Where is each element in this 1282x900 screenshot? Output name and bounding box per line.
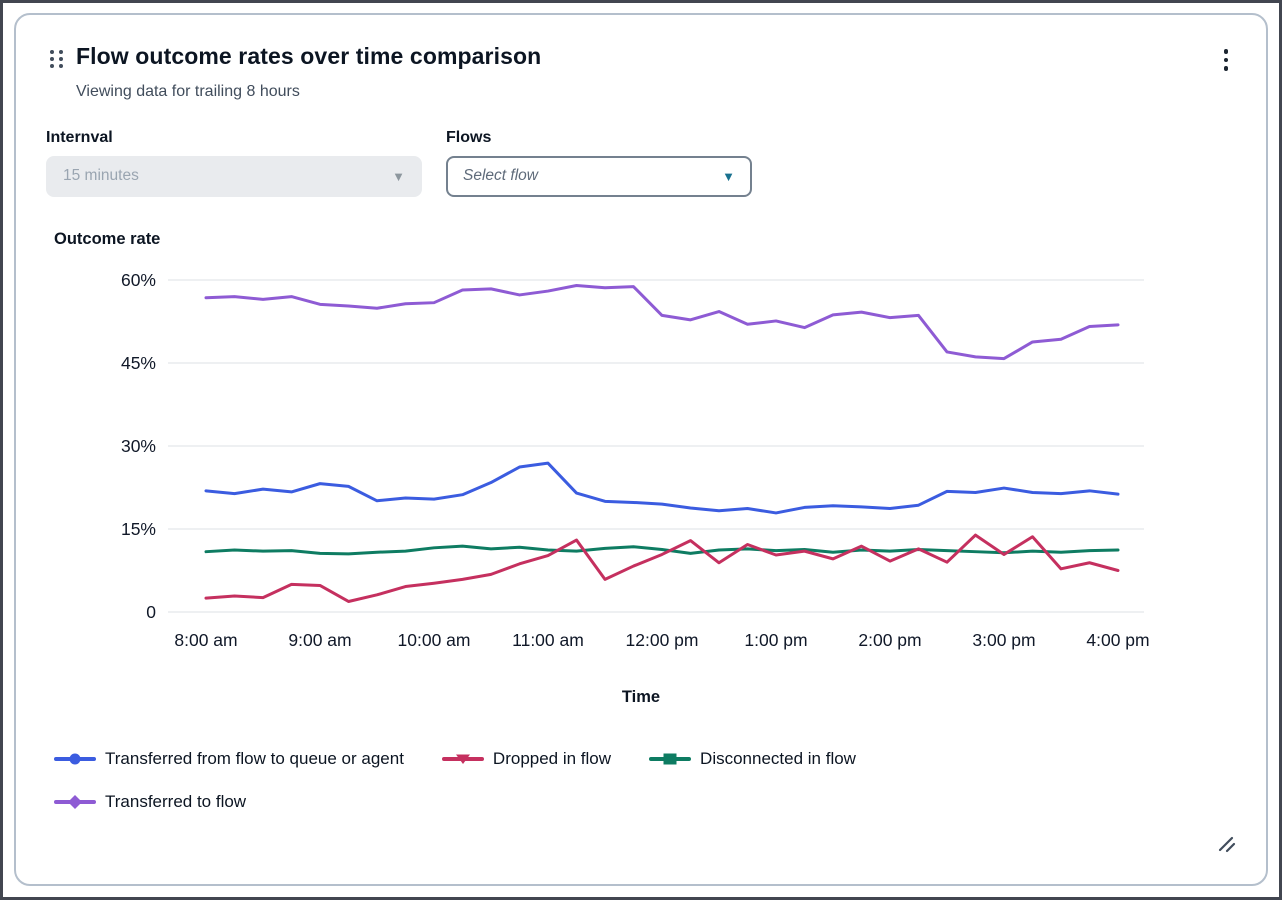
- x-tick-label: 10:00 am: [398, 630, 471, 650]
- legend-label: Disconnected in flow: [700, 748, 856, 768]
- legend-item[interactable]: Transferred from flow to queue or agent: [54, 749, 404, 769]
- widget-card: Flow outcome rates over time comparison …: [14, 13, 1268, 886]
- y-tick-label: 30%: [121, 436, 156, 456]
- x-tick-label: 9:00 am: [288, 630, 351, 650]
- x-tick-label: 12:00 pm: [626, 630, 699, 650]
- widget-title: Flow outcome rates over time comparison: [76, 43, 542, 69]
- y-tick-label: 45%: [121, 353, 156, 373]
- y-tick-label: 0: [146, 602, 156, 622]
- square-marker-icon: [649, 753, 692, 764]
- x-tick-label: 11:00 am: [512, 630, 584, 650]
- y-axis-title: Outcome rate: [54, 229, 161, 248]
- legend-label: Transferred from flow to queue or agent: [105, 748, 404, 768]
- interval-label: Internval: [46, 128, 113, 146]
- x-axis-title: Time: [621, 687, 661, 706]
- x-tick-label: 1:00 pm: [744, 630, 807, 650]
- flows-select-placeholder: Select flow: [463, 167, 538, 184]
- circle-marker-icon: [54, 753, 96, 764]
- interval-field: Internval 15 minutes ▼: [46, 129, 422, 197]
- legend-item[interactable]: Dropped in flow: [441, 748, 612, 769]
- x-tick-label: 3:00 pm: [972, 630, 1035, 650]
- x-tick-label: 2:00 pm: [858, 630, 921, 650]
- outcome-rate-chart: 0 15% 30% 45% 60% 8:00 am 9:00 am 10:00 am 11:00…: [121, 270, 1150, 650]
- filter-controls: Internval 15 minutes ▼ Flows Select flow…: [46, 129, 1236, 197]
- series-line-0: [204, 461, 1120, 514]
- kebab-menu-icon[interactable]: [1214, 43, 1239, 77]
- y-tick-label: 15%: [121, 519, 156, 539]
- legend-row: Transferred to flow: [54, 792, 1236, 812]
- flows-label: Flows: [446, 128, 492, 146]
- chart-area: 0 15% 30% 45% 60% 8:00 am 9:00 am 10:00 am 11:00…: [46, 263, 1236, 665]
- legend-row: Transferred from flow to queue or agent D…: [54, 749, 1236, 769]
- y-tick-label: 60%: [121, 270, 156, 290]
- series-line-1: [204, 533, 1120, 603]
- interval-select-value: 15 minutes: [63, 167, 139, 184]
- drag-handle-icon[interactable]: [50, 50, 64, 68]
- interval-select: 15 minutes ▼: [46, 155, 422, 197]
- series-line-3: [204, 283, 1120, 360]
- series-line-2: [204, 544, 1120, 555]
- legend-label: Transferred to flow: [105, 791, 247, 811]
- diamond-marker-icon: [54, 794, 96, 809]
- widget-subtitle: Viewing data for trailing 8 hours: [76, 82, 300, 100]
- resize-handle-icon[interactable]: [1210, 827, 1244, 866]
- flows-select[interactable]: Select flow ▼: [446, 155, 752, 197]
- x-tick-label: 8:00 am: [174, 630, 237, 650]
- x-tick-label: 4:00 pm: [1086, 630, 1149, 650]
- legend-label: Dropped in flow: [492, 748, 612, 768]
- flows-field: Flows Select flow ▼: [446, 129, 752, 197]
- caret-down-icon: ▼: [392, 168, 405, 184]
- legend-item[interactable]: Disconnected in flow: [649, 749, 856, 769]
- widget-header: Flow outcome rates over time comparison: [46, 43, 1236, 77]
- legend-item[interactable]: Transferred to flow: [54, 792, 246, 812]
- chart-legend: Transferred from flow to queue or agent D…: [46, 749, 1236, 812]
- caret-down-icon: ▼: [722, 168, 735, 184]
- triangle-down-marker-icon: [441, 754, 484, 764]
